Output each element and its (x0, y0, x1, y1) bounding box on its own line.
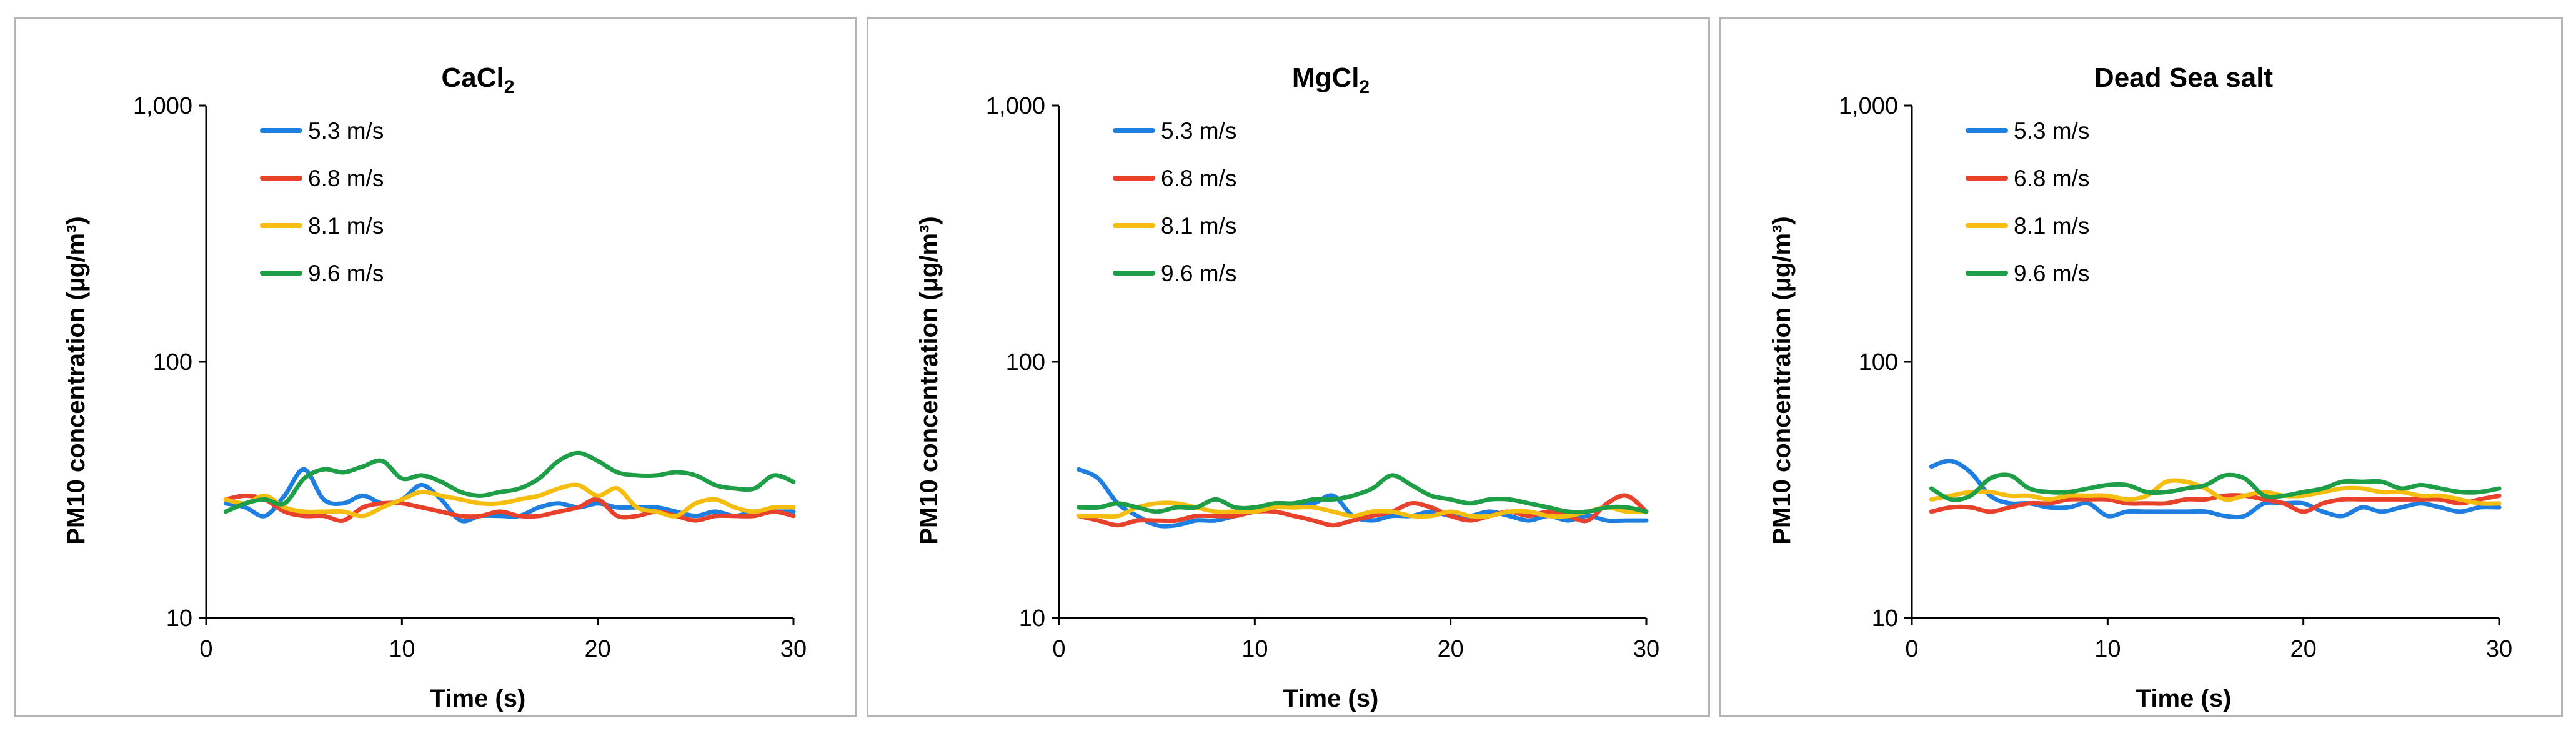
series-line-8-1-m-s (1076, 500, 1649, 519)
y-tick-label: 100 (1859, 349, 1898, 375)
x-tick-label: 30 (1633, 636, 1659, 662)
series-line-9-6-m-s (223, 450, 796, 514)
chart-panel-mgcl2: MgCl2 10 100 1,000 0 10 20 30 5.3 m/s 6.8 m/s 8.… (867, 17, 1710, 717)
x-tick-label: 30 (780, 636, 807, 662)
series-line-9-6-m-s (1076, 473, 1649, 515)
y-tick-label: 10 (166, 605, 192, 632)
legend: 5.3 m/s 6.8 m/s 8.1 m/s 9.6 m/s (260, 118, 384, 286)
legend-label: 5.3 m/s (308, 118, 384, 144)
y-tick-label: 10 (1019, 605, 1045, 632)
y-axis-title: PM10 concentration (µg/m³) (62, 216, 90, 544)
legend-label: 9.6 m/s (308, 261, 384, 286)
y-tick-label: 10 (1872, 605, 1898, 632)
x-tick-label: 0 (1905, 636, 1918, 662)
x-tick-label: 10 (389, 636, 415, 662)
x-tick-label: 20 (2290, 636, 2317, 662)
legend: 5.3 m/s 6.8 m/s 8.1 m/s 9.6 m/s (1113, 118, 1236, 286)
x-tick-label: 20 (585, 636, 611, 662)
x-tick-label: 10 (2094, 636, 2121, 662)
x-axis-title: Time (s) (1283, 685, 1379, 712)
legend-label: 6.8 m/s (2014, 166, 2089, 191)
plot-area: 10 100 1,000 0 10 20 30 (1839, 93, 2512, 662)
chart-panel-cacl2: CaCl2 10 100 1,000 0 10 20 30 5.3 m/s 6.8 m/s 8.… (14, 17, 857, 717)
x-axis-title: Time (s) (2136, 685, 2232, 712)
series-line-6-8-m-s (1076, 493, 1649, 528)
legend-label: 6.8 m/s (308, 166, 384, 191)
series-line-5-3-m-s (1929, 459, 2502, 520)
x-tick-label: 20 (1438, 636, 1464, 662)
legend-label: 8.1 m/s (1161, 213, 1236, 239)
y-tick-label: 1,000 (1839, 93, 1898, 119)
chart-svg: Dead Sea salt 10 100 1,000 0 10 20 30 5.3 m/s 6… (1768, 62, 2512, 712)
chart-panel-dead-sea-salt: Dead Sea salt 10 100 1,000 0 10 20 30 5.3 m/s 6… (1719, 17, 2563, 717)
x-tick-label: 30 (2486, 636, 2512, 662)
legend-label: 5.3 m/s (2014, 118, 2089, 144)
y-tick-label: 100 (1006, 349, 1045, 375)
y-tick-label: 1,000 (986, 93, 1045, 119)
legend-label: 9.6 m/s (1161, 261, 1236, 286)
chart-title: CaCl2 (442, 62, 515, 97)
plot-area: 10 100 1,000 0 10 20 30 (986, 93, 1659, 662)
x-tick-label: 0 (1052, 636, 1065, 662)
y-tick-label: 100 (153, 349, 192, 375)
legend-label: 8.1 m/s (2014, 213, 2089, 239)
y-axis-title: PM10 concentration (µg/m³) (915, 216, 943, 544)
series-line-9-6-m-s (1929, 472, 2502, 502)
y-tick-label: 1,000 (133, 93, 192, 119)
chart-svg: MgCl2 10 100 1,000 0 10 20 30 5.3 m/s 6.8 m/s 8.… (915, 62, 1659, 712)
x-tick-label: 0 (199, 636, 212, 662)
series-line-6-8-m-s (223, 493, 796, 523)
legend-label: 8.1 m/s (308, 213, 384, 239)
series-line-8-1-m-s (223, 482, 796, 519)
series-line-5-3-m-s (223, 467, 796, 524)
x-tick-label: 10 (1241, 636, 1268, 662)
plot-area: 10 100 1,000 0 10 20 30 (133, 93, 807, 662)
series-line-8-1-m-s (1929, 478, 2502, 506)
legend-label: 6.8 m/s (1161, 166, 1236, 191)
chart-svg: CaCl2 10 100 1,000 0 10 20 30 5.3 m/s 6.8 m/s 8.… (62, 62, 807, 712)
x-axis-title: Time (s) (430, 685, 526, 712)
legend: 5.3 m/s 6.8 m/s 8.1 m/s 9.6 m/s (1966, 118, 2089, 286)
chart-title: MgCl2 (1292, 62, 1370, 97)
y-axis-title: PM10 concentration (µg/m³) (1768, 216, 1796, 544)
series-line-6-8-m-s (1929, 493, 2502, 514)
chart-title: Dead Sea salt (2094, 62, 2273, 93)
legend-label: 9.6 m/s (2014, 261, 2089, 286)
legend-label: 5.3 m/s (1161, 118, 1236, 144)
